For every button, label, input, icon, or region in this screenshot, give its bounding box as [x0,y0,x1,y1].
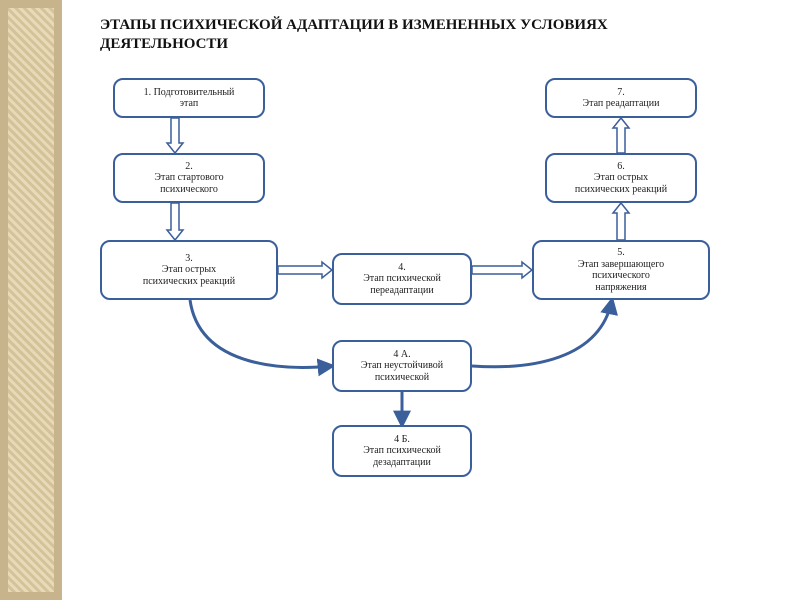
flowchart-node-n4: 4.Этап психическойпереадаптации [332,253,472,305]
flowchart-node-n5: 5.Этап завершающегопсихическогонапряжени… [532,240,710,300]
flowchart-node-n4a: 4 А.Этап неустойчивойпсихической [332,340,472,392]
double-arrow [167,203,183,240]
flowchart-node-n6: 6.Этап острыхпсихических реакций [545,153,697,203]
flowchart-node-n1: 1. Подготовительныйэтап [113,78,265,118]
curved-arrow [472,300,612,367]
double-arrow [613,203,629,240]
flowchart-node-n3: 3.Этап острыхпсихических реакций [100,240,278,300]
double-arrow [472,262,532,278]
flowchart-node-n2: 2.Этап стартовогопсихического [113,153,265,203]
double-arrow [613,118,629,153]
flowchart-node-n7: 7.Этап реадаптации [545,78,697,118]
curved-arrow [190,300,332,367]
decorative-left-strip [0,0,62,600]
flowchart-node-n4b: 4 Б.Этап психическойдезадаптации [332,425,472,477]
strip-hatch [8,8,54,592]
double-arrow [278,262,332,278]
double-arrow [167,118,183,153]
page-title: ЭТАПЫ ПСИХИЧЕСКОЙ АДАПТАЦИИ В ИЗМЕНЕННЫХ… [100,16,660,54]
